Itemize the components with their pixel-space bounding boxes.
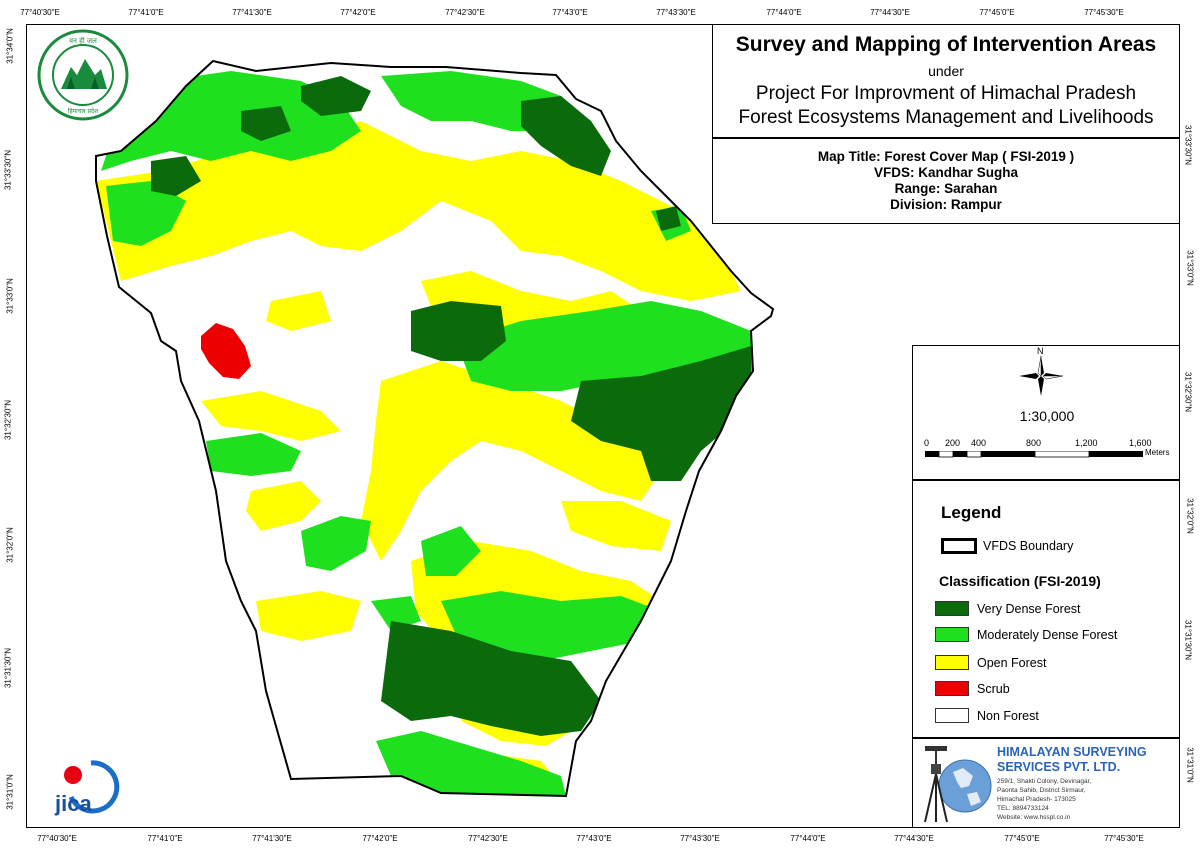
- legend-swatch-moderately-dense: [935, 627, 969, 642]
- map-title-line: Map Title: Forest Cover Map ( FSI-2019 ): [817, 149, 1075, 164]
- range-line: Range: Sarahan: [894, 181, 998, 196]
- tick-right: 31°33'30"N: [1183, 124, 1193, 166]
- company-phone: TEL: 8894733124: [997, 805, 1049, 812]
- jica-logo: jica: [54, 760, 120, 816]
- surveyor-globe-icon: [924, 746, 992, 823]
- tick-bottom: 77°41'30"E: [252, 834, 292, 843]
- tick-top: 77°45'30"E: [1084, 8, 1124, 17]
- company-website: Website: www.hsspl.co.in: [997, 814, 1071, 821]
- tick-top: 77°45'0"E: [979, 8, 1015, 17]
- legend-swatch-open: [935, 655, 969, 670]
- tick-bottom: 77°40'30"E: [37, 834, 77, 843]
- tick-right: 31°33'0"N: [1185, 250, 1195, 286]
- scale-bar-label: 0: [924, 438, 930, 448]
- forest-dept-logo: वन ही जल हिमाचल प्रदेश: [37, 29, 129, 121]
- info-panel: Map Title: Forest Cover Map ( FSI-2019 )…: [712, 138, 1180, 224]
- tick-top: 77°42'0"E: [340, 8, 376, 17]
- company-name-line1: HIMALAYAN SURVEYING: [997, 745, 1147, 759]
- legend-swatch-non-forest: [935, 708, 969, 723]
- project-title: Project For Improvment of Himachal Prade…: [713, 82, 1179, 130]
- legend-label-very-dense: Very Dense Forest: [977, 602, 1081, 616]
- scale-bar-label: 800: [1026, 438, 1042, 448]
- scale-ratio: 1:30,000: [1019, 408, 1075, 424]
- tick-bottom: 77°45'0"E: [1004, 834, 1040, 843]
- legend-swatch-scrub: [935, 681, 969, 696]
- tick-bottom: 77°45'30"E: [1104, 834, 1144, 843]
- tick-bottom: 77°42'30"E: [468, 834, 508, 843]
- tick-top: 77°41'0"E: [128, 8, 164, 17]
- company-panel: HIMALAYAN SURVEYING SERVICES PVT. LTD. 2…: [912, 738, 1180, 828]
- tick-bottom: 77°41'0"E: [147, 834, 183, 843]
- tick-right: 31°31'0"N: [1185, 747, 1195, 783]
- scale-bar-label: 1,200: [1075, 438, 1098, 448]
- tick-top: 77°42'30"E: [445, 8, 485, 17]
- company-name-line2: SERVICES PVT. LTD.: [997, 760, 1121, 774]
- tick-top: 77°41'30"E: [232, 8, 272, 17]
- scale-unit: Meters: [1145, 448, 1170, 457]
- tick-left: 31°32'0"N: [5, 527, 15, 563]
- scale-bar-label: 200: [945, 438, 961, 448]
- vfds-line: VFDS: Kandhar Sugha: [873, 165, 1018, 180]
- tick-right: 31°32'0"N: [1185, 498, 1195, 534]
- tick-top: 77°44'0"E: [766, 8, 802, 17]
- company-address-line: Paonta Sahib, District Sirmaur,: [997, 787, 1086, 794]
- tick-left: 31°34'0"N: [5, 28, 15, 64]
- division-line: Division: Rampur: [890, 197, 1002, 212]
- title-panel: Survey and Mapping of Intervention Areas…: [712, 24, 1180, 138]
- svg-text:वन ही जल: वन ही जल: [69, 36, 97, 45]
- project-title-line2: Forest Ecosystems Management and Livelih…: [738, 107, 1154, 128]
- tick-top: 77°44'30"E: [870, 8, 910, 17]
- tick-left: 31°33'0"N: [5, 278, 15, 314]
- tick-left: 31°32'30"N: [3, 399, 13, 441]
- legend-swatch-very-dense: [935, 601, 969, 616]
- legend-panel: Legend VFDS Boundary Classification (FSI…: [912, 480, 1180, 738]
- scale-bar-label: 400: [971, 438, 987, 448]
- svg-text:jica: jica: [54, 791, 92, 816]
- tick-top: 77°43'0"E: [552, 8, 588, 17]
- tick-top: 77°43'30"E: [656, 8, 696, 17]
- boundary-swatch: [941, 538, 977, 554]
- north-label: N: [1037, 346, 1044, 356]
- tick-bottom: 77°42'0"E: [362, 834, 398, 843]
- tick-left: 31°31'0"N: [5, 774, 15, 810]
- company-address-line: 259/1, Shakti Colony, Devinagar,: [997, 778, 1092, 785]
- north-arrow-icon: [1019, 356, 1063, 396]
- tick-bottom: 77°43'30"E: [680, 834, 720, 843]
- tick-left: 31°33'30"N: [3, 149, 13, 191]
- tick-right: 31°32'30"N: [1183, 371, 1193, 413]
- project-title-line1: Project For Improvment of Himachal Prade…: [755, 83, 1137, 104]
- scale-bar: [925, 451, 1143, 458]
- legend-label-scrub: Scrub: [977, 682, 1010, 696]
- scale-bar-label: 1,600: [1129, 438, 1152, 448]
- legend-label-non-forest: Non Forest: [977, 709, 1039, 723]
- tick-left: 31°31'30"N: [3, 647, 13, 689]
- map-main-title: Survey and Mapping of Intervention Areas: [735, 33, 1157, 56]
- forest-cover-map: [95, 59, 775, 798]
- legend-label-open: Open Forest: [977, 656, 1047, 670]
- svg-text:हिमाचल प्रदेश: हिमाचल प्रदेश: [68, 107, 99, 115]
- classification-title: Classification (FSI-2019): [939, 573, 1101, 589]
- legend-label-moderately-dense: Moderately Dense Forest: [977, 628, 1118, 642]
- tick-bottom: 77°43'0"E: [576, 834, 612, 843]
- vfds-boundary: [95, 59, 775, 798]
- legend-title: Legend: [941, 503, 1002, 522]
- tick-right: 31°31'30"N: [1183, 619, 1193, 661]
- tick-bottom: 77°44'30"E: [894, 834, 934, 843]
- scale-panel: N 1:30,000 0 200 400 800 1,200 1,600 Met…: [912, 345, 1180, 480]
- boundary-label: VFDS Boundary: [983, 539, 1074, 553]
- tick-bottom: 77°44'0"E: [790, 834, 826, 843]
- tick-top: 77°40'30"E: [20, 8, 60, 17]
- map-title-under: under: [928, 63, 964, 79]
- company-address-line: Himachal Pradesh- 173025: [997, 796, 1076, 803]
